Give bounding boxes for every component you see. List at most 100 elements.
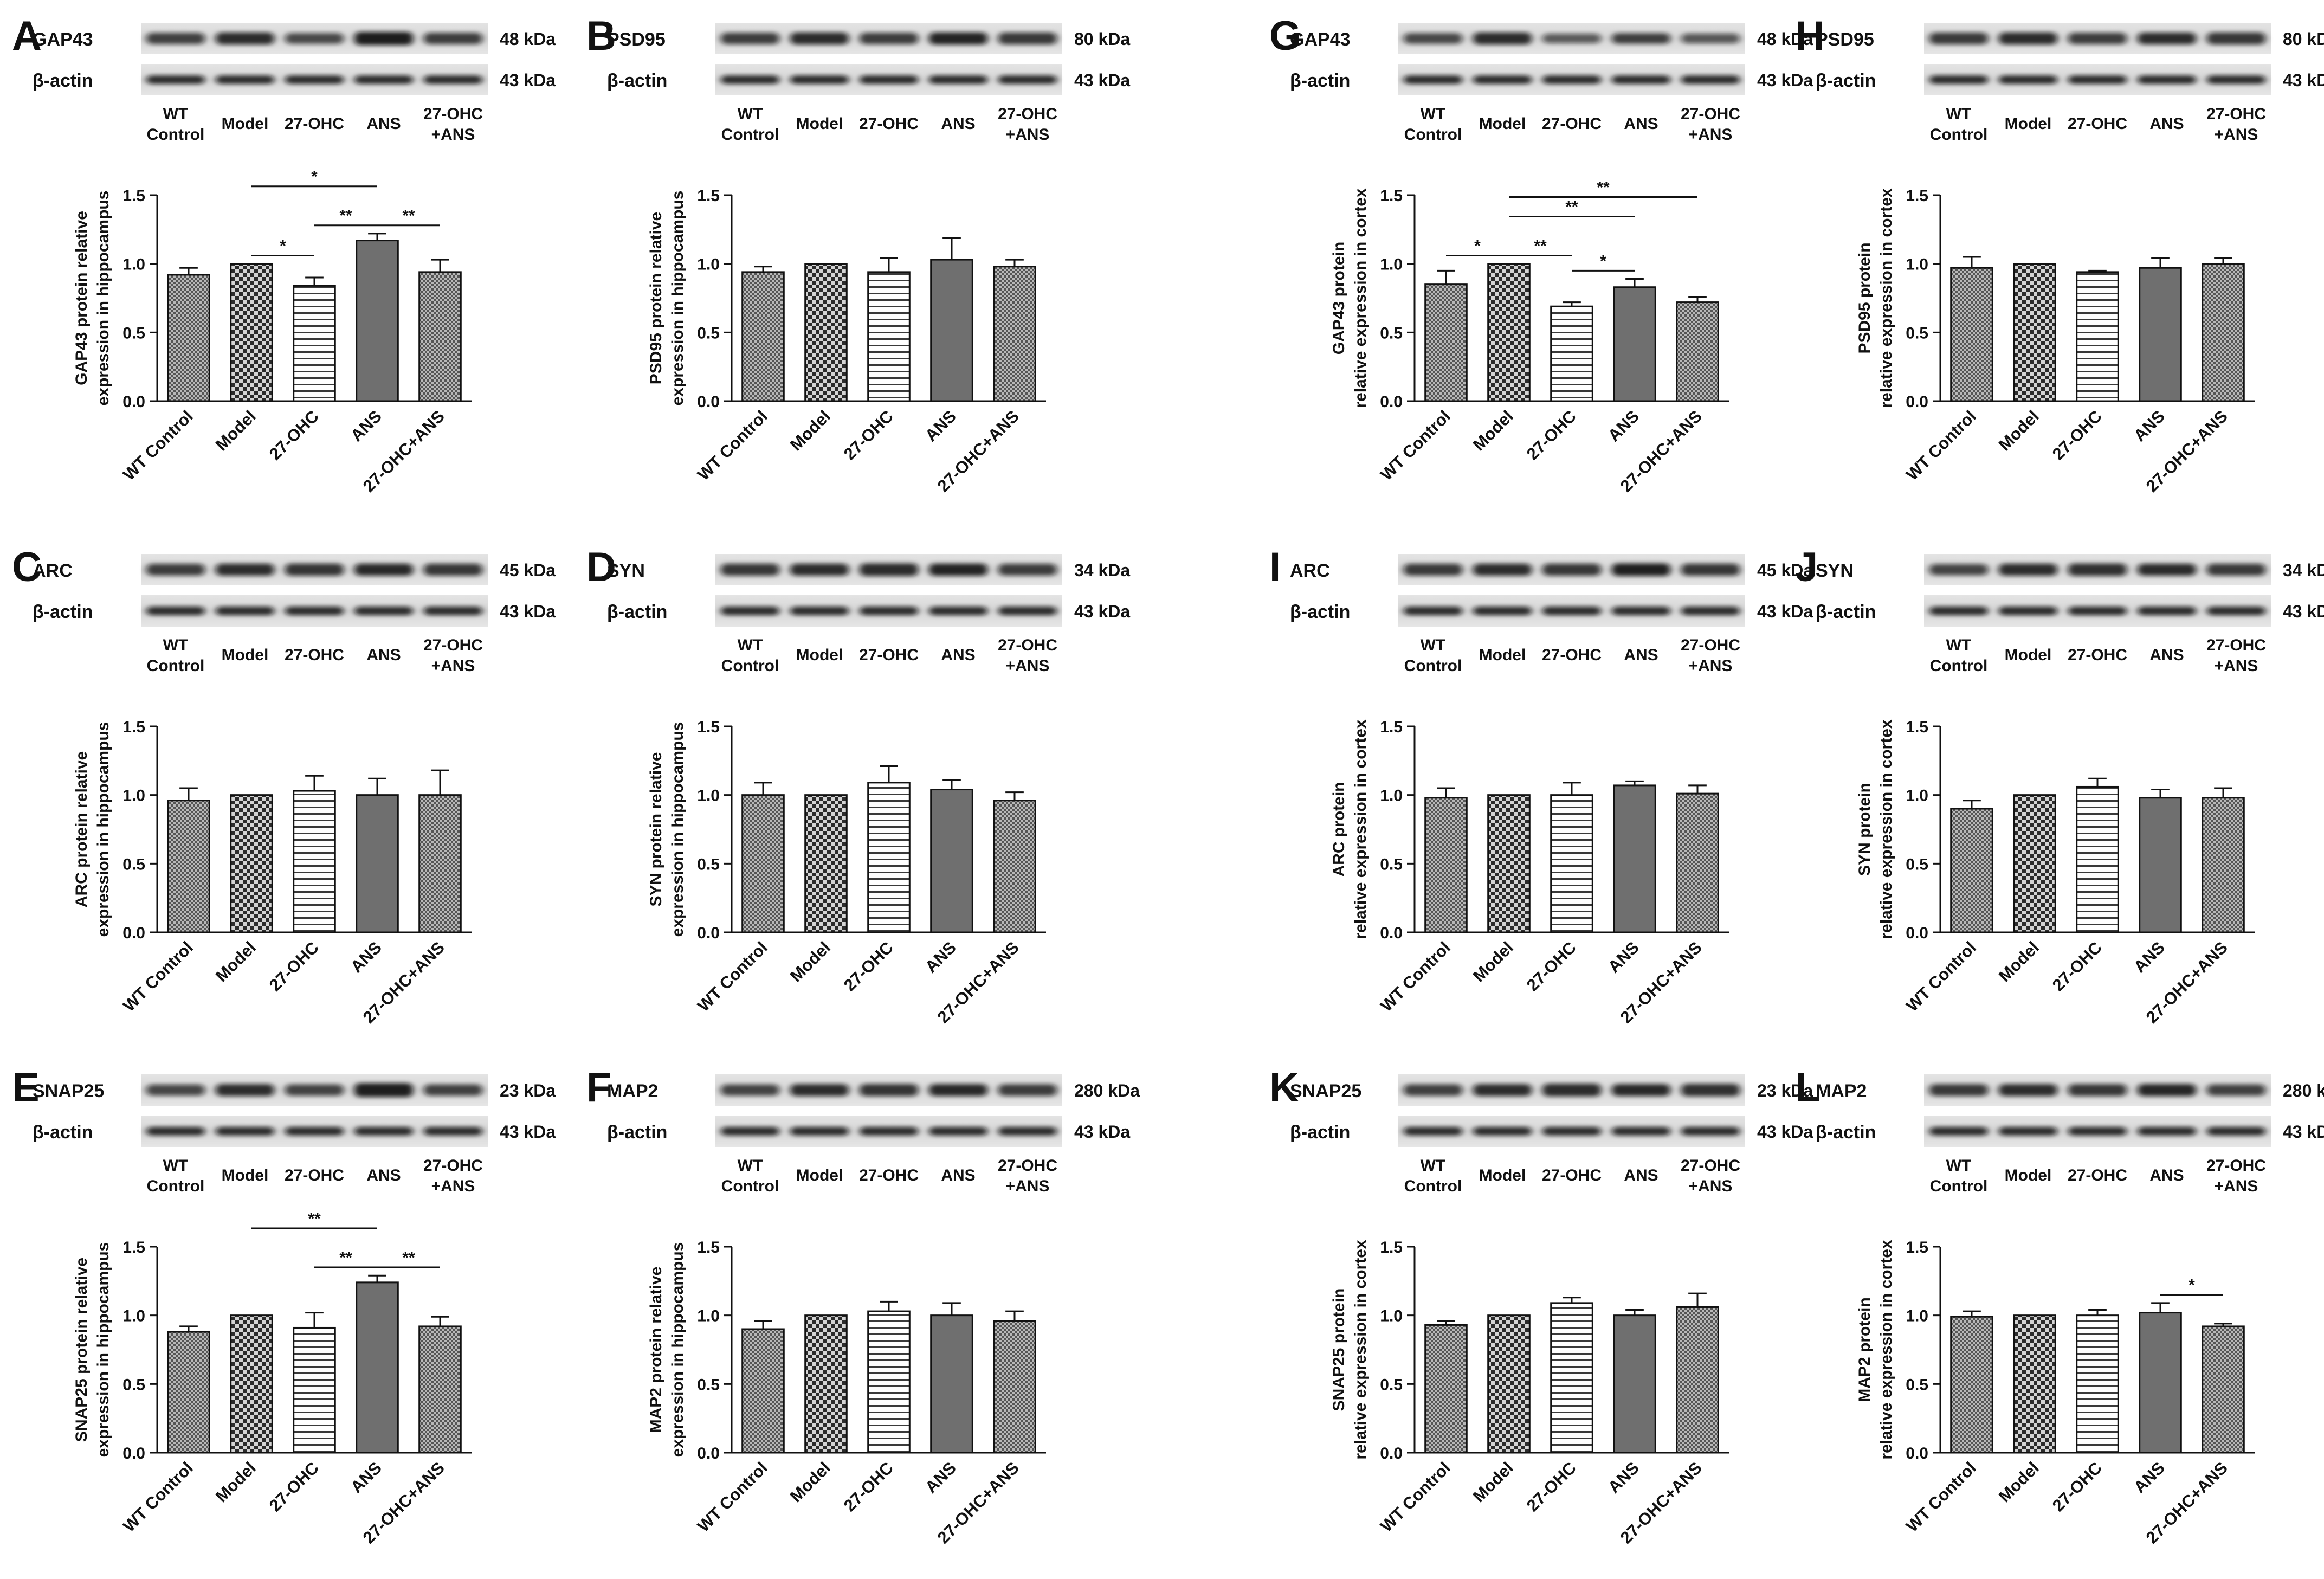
bar-chart: 0.0 0.5 1.0 1.5 PSD95 protein relative expres… — [647, 187, 1046, 495]
lane-label: WT — [1946, 105, 1972, 123]
y-tick-label: 0.5 — [1380, 324, 1403, 342]
bar-chart: 0.0 0.5 1.0 1.5 MAP2 protein relative express… — [1856, 1239, 2255, 1547]
protein-label: SYN — [607, 560, 645, 581]
molecular-weight-label: 23 kDa — [500, 1081, 556, 1100]
loading-control-label: β-actin — [607, 602, 667, 622]
blot-strip-actin — [1924, 595, 2271, 627]
blot-band — [2138, 33, 2196, 44]
blot-band — [2207, 1084, 2265, 1096]
lane-label: ANS — [1624, 646, 1658, 664]
blot-band — [1929, 1127, 1988, 1136]
bar-4 — [356, 794, 399, 933]
lane-label: Control — [1930, 126, 1988, 144]
blot-band — [354, 607, 413, 615]
bar-5 — [1676, 1306, 1719, 1454]
y-axis-label: relative expression in cortex — [1352, 719, 1370, 939]
loading-control-label: β-actin — [1816, 1122, 1876, 1143]
blot-band — [2068, 607, 2127, 615]
y-tick-label: 0.5 — [122, 324, 145, 342]
blot-strip-target — [1398, 23, 1745, 54]
lane-label: Model — [2005, 646, 2052, 664]
y-tick-label: 1.0 — [697, 787, 720, 805]
x-tick-label: WT Control — [1902, 407, 1980, 484]
y-tick-label: 0.5 — [1380, 1376, 1403, 1394]
blot-band — [721, 33, 779, 44]
y-tick-label: 0.0 — [1906, 924, 1928, 942]
loading-control-label: β-actin — [1816, 602, 1876, 622]
actin-weight-label: 43 kDa — [2283, 1122, 2324, 1142]
blot-band — [1681, 1127, 1740, 1136]
panel-letter: G — [1269, 13, 1301, 59]
bar-4 — [930, 1314, 973, 1454]
y-tick-label: 0.0 — [1906, 1445, 1928, 1462]
bar-2 — [1487, 263, 1531, 402]
y-tick-label: 0.0 — [122, 1445, 145, 1462]
bar-chart: 0.0 0.5 1.0 1.5 SYN protein relative expressi… — [647, 718, 1046, 1027]
y-axis-label: GAP43 protein — [1330, 242, 1348, 355]
y-tick-label: 1.5 — [122, 718, 145, 736]
lane-label: 27-OHC — [859, 1166, 919, 1184]
bar-2 — [2013, 263, 2056, 402]
x-tick-label: ANS — [2130, 407, 2168, 445]
x-tick-label: ANS — [1604, 407, 1643, 445]
bar-1 — [741, 794, 785, 933]
x-tick-label: WT Control — [694, 407, 771, 484]
lane-label: +ANS — [431, 657, 475, 675]
lane-label: Model — [2005, 115, 2052, 133]
x-tick-label: ANS — [1604, 938, 1643, 976]
x-tick-label: 27-OHC — [266, 407, 322, 463]
blot-band — [1404, 607, 1462, 615]
lane-label: +ANS — [1006, 657, 1050, 675]
blot-band — [929, 607, 987, 615]
x-tick-label: Model — [212, 407, 260, 454]
blot-band — [1473, 1127, 1532, 1136]
blot-band — [721, 1127, 779, 1136]
blot-band — [721, 1084, 779, 1096]
bar-1 — [741, 1328, 785, 1454]
y-axis-label: relative expression in cortex — [1352, 1240, 1370, 1460]
x-tick-label: ANS — [921, 407, 960, 445]
x-tick-label: 27-OHC — [1523, 407, 1580, 463]
x-tick-label: ANS — [347, 407, 385, 445]
blot-band — [216, 1127, 274, 1136]
blot-strip-actin — [1398, 64, 1745, 95]
y-tick-label: 0.5 — [1380, 855, 1403, 873]
lane-label: +ANS — [1689, 1177, 1733, 1195]
blot-band — [146, 607, 205, 615]
significance-marker: * — [311, 168, 318, 186]
lane-label: ANS — [1624, 115, 1658, 133]
x-tick-label: 27-OHC — [2049, 1458, 2106, 1515]
blot-lane-labels: WT Control Model 27-OHC ANS 27-OHC +ANS — [147, 636, 483, 675]
blot-band — [146, 33, 205, 44]
blot-band — [2207, 607, 2265, 615]
y-tick-label: 1.0 — [1906, 256, 1928, 274]
blot-lane-labels: WT Control Model 27-OHC ANS 27-OHC +ANS — [1404, 105, 1740, 144]
blot-band — [790, 32, 849, 45]
bar-3 — [293, 1326, 336, 1454]
y-axis-label: MAP2 protein — [1856, 1297, 1874, 1402]
x-tick-label: Model — [1469, 407, 1517, 454]
bar-5 — [2202, 1325, 2245, 1454]
y-axis-label: relative expression in cortex — [1877, 1240, 1895, 1460]
panel-letter: I — [1269, 544, 1281, 590]
protein-label: SNAP25 — [1290, 1081, 1361, 1101]
bar-1 — [741, 271, 785, 402]
blot-band — [1473, 75, 1532, 84]
blot-strip-target — [715, 23, 1062, 54]
y-tick-label: 1.0 — [697, 1307, 720, 1325]
blot-band — [1473, 32, 1532, 45]
y-tick-label: 0.0 — [1380, 924, 1403, 942]
lane-label: 27-OHC — [1542, 115, 1602, 133]
blot-band — [1929, 75, 1988, 84]
protein-label: GAP43 — [33, 29, 93, 50]
blot-band — [354, 75, 413, 84]
blot-band — [1542, 607, 1601, 615]
lane-label: ANS — [366, 646, 401, 664]
lane-label: 27-OHC — [423, 636, 483, 654]
